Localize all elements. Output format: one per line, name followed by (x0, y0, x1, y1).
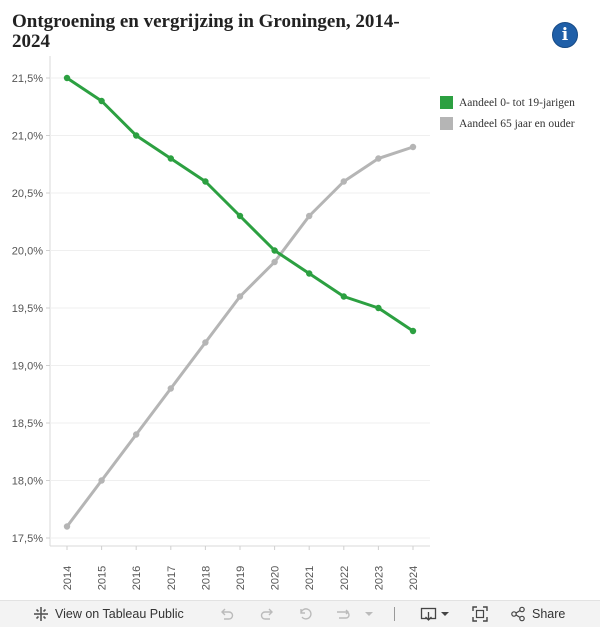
x-tick-label: 2017 (166, 566, 178, 590)
legend-item-elderly[interactable]: Aandeel 65 jaar en ouder (440, 113, 575, 134)
chart-title: Ontgroening en vergrijzing in Groningen,… (12, 11, 400, 52)
line-chart: 17,5% 18,0% 18,5% 19,0% 19,5% 20,0% 20,5% 21,0%… (12, 56, 430, 590)
data-point-elderly-2017 (167, 385, 174, 392)
x-tick-label: 2014 (62, 566, 74, 590)
x-tick-label: 2016 (131, 566, 143, 590)
y-tick-label: 21,0% (12, 131, 43, 143)
data-point-youth-2017 (167, 155, 174, 162)
data-point-youth-2015 (98, 97, 105, 105)
data-point-youth-2022 (340, 293, 347, 300)
x-tick-label: 2021 (304, 566, 316, 590)
tableau-toolbar: View on Tableau Public (0, 600, 600, 627)
legend-swatch-elderly (440, 117, 453, 130)
legend: Aandeel 0- tot 19-jarigen Aandeel 65 jaa… (440, 92, 575, 134)
data-point-youth-2014 (63, 74, 71, 82)
x-tick-label: 2023 (373, 566, 385, 590)
series-line-youth (65, 76, 415, 333)
y-tick-label: 19,0% (12, 361, 43, 373)
legend-swatch-youth (440, 96, 453, 109)
y-tick-label: 19,5% (12, 303, 43, 315)
y-tick-label: 21,5% (12, 73, 43, 85)
legend-label-elderly: Aandeel 65 jaar en ouder (459, 117, 575, 130)
data-point-elderly-2014 (63, 523, 71, 530)
share-button[interactable]: Share (510, 605, 565, 623)
data-point-youth-2019 (236, 212, 244, 220)
redo-button[interactable] (259, 605, 275, 623)
y-tick-label: 18,0% (12, 476, 43, 488)
data-point-elderly-2024 (409, 143, 417, 151)
undo-button[interactable] (219, 605, 235, 623)
refresh-icon (337, 609, 350, 619)
data-point-elderly-2019 (236, 293, 244, 300)
fullscreen-icon (472, 606, 488, 622)
y-tick-label: 17,5% (12, 533, 43, 545)
toolbar-divider (394, 607, 395, 621)
x-tick-label: 2015 (97, 566, 109, 590)
fullscreen-button[interactable] (472, 605, 488, 623)
data-point-elderly-2021 (306, 212, 313, 220)
data-point-youth-2018 (202, 178, 209, 185)
y-tick-label: 20,5% (12, 188, 43, 200)
data-point-elderly-2020 (271, 258, 278, 266)
data-point-elderly-2018 (202, 339, 209, 346)
x-tick-label: 2022 (339, 566, 351, 590)
undo-icon (221, 608, 234, 620)
data-point-elderly-2023 (375, 155, 382, 162)
redo-icon (260, 608, 273, 620)
x-tick-label: 2019 (235, 566, 247, 590)
share-label: Share (532, 607, 566, 621)
chevron-down-icon (365, 612, 373, 616)
tableau-logo-icon (34, 607, 48, 621)
data-point-elderly-2015 (98, 477, 105, 484)
revert-icon (300, 608, 312, 620)
x-tick-label: 2020 (270, 566, 282, 590)
more-options-dropdown[interactable] (364, 605, 374, 623)
data-point-elderly-2016 (133, 431, 140, 438)
y-tick-label: 20,0% (12, 246, 43, 258)
data-point-elderly-2022 (340, 178, 347, 185)
data-point-youth-2021 (306, 270, 313, 277)
legend-label-youth: Aandeel 0- tot 19-jarigen (459, 96, 575, 109)
data-point-youth-2023 (375, 304, 382, 312)
view-on-tableau-label: View on Tableau Public (55, 607, 184, 621)
data-point-youth-2020 (271, 247, 278, 254)
download-button[interactable] (420, 605, 450, 623)
series-line-elderly (65, 145, 415, 528)
info-icon[interactable]: i (552, 22, 578, 48)
x-tick-label: 2024 (408, 566, 420, 590)
revert-button[interactable] (298, 605, 314, 623)
legend-item-youth[interactable]: Aandeel 0- tot 19-jarigen (440, 92, 575, 113)
data-point-youth-2016 (133, 132, 140, 139)
y-tick-label: 18,5% (12, 418, 43, 430)
data-point-youth-2024 (409, 327, 417, 335)
pause-updates-button[interactable] (335, 605, 351, 623)
download-icon (420, 607, 449, 621)
view-on-tableau-button[interactable]: View on Tableau Public (33, 605, 184, 623)
share-icon (511, 606, 525, 622)
x-tick-label: 2018 (200, 566, 212, 590)
